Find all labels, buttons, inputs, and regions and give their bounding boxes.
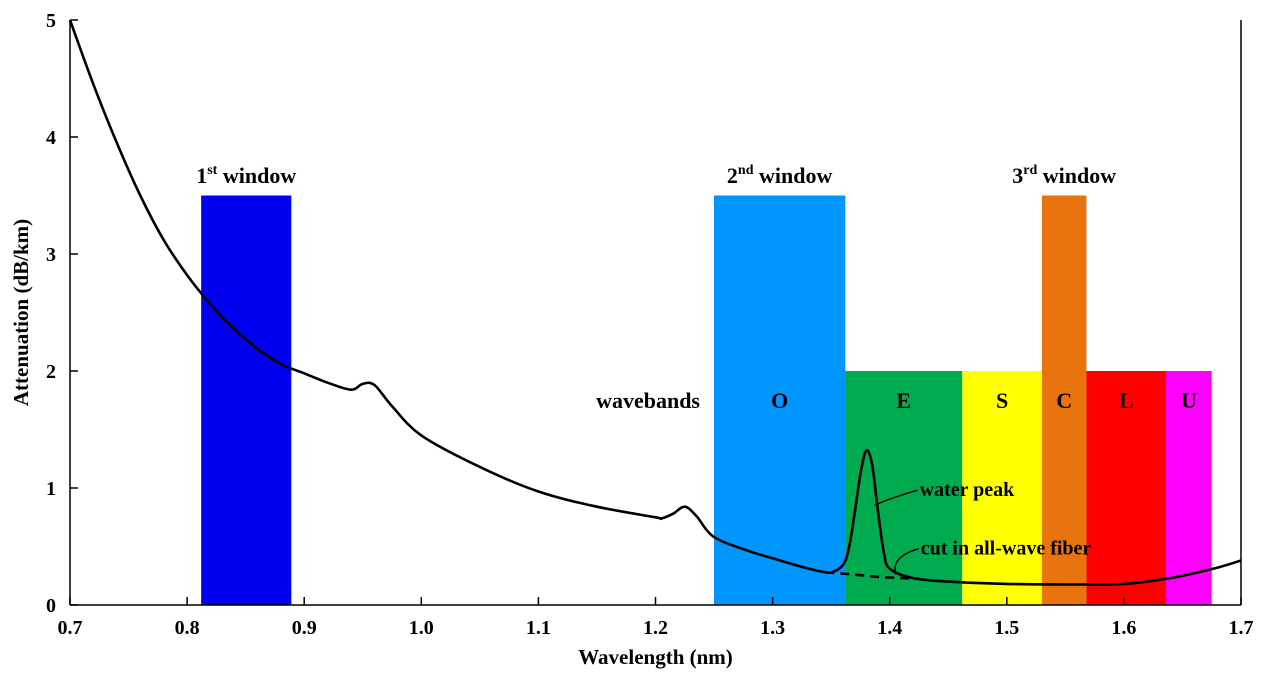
band-u-bar xyxy=(1166,371,1212,605)
y-tick-label: 4 xyxy=(46,127,56,149)
window-3-number: 3 xyxy=(1012,163,1023,188)
window-2-label: 2nd window xyxy=(727,163,833,188)
y-tick-label: 0 xyxy=(46,595,56,617)
x-tick-label: 1.7 xyxy=(1229,617,1254,639)
annotation-1-leader xyxy=(874,489,918,507)
annotation-1-label: water peak xyxy=(920,479,1015,501)
band-s-bar xyxy=(962,371,1042,605)
wavebands-label: wavebands xyxy=(596,388,700,413)
window-3-word: window xyxy=(1037,163,1116,188)
window-3-label: 3rd window xyxy=(1012,163,1116,188)
window-3-bar xyxy=(1041,195,1087,605)
window-2-bar xyxy=(714,195,846,605)
x-tick-label: 1.1 xyxy=(526,617,551,639)
window-1-bar xyxy=(201,195,292,605)
x-tick-label: 0.8 xyxy=(175,617,200,639)
band-l-label: L xyxy=(1119,388,1134,413)
annotation-2-label: cut in all-wave fiber xyxy=(921,538,1092,560)
window-2-suffix: nd xyxy=(738,163,754,178)
curve-layer xyxy=(68,19,1242,586)
x-tick-label: 1.6 xyxy=(1111,617,1136,639)
window-1-suffix: st xyxy=(207,163,217,178)
window-rects-layer xyxy=(201,195,1087,605)
x-tick-label: 1.3 xyxy=(760,617,785,639)
annotation-2-leader xyxy=(894,548,919,575)
window-2-number: 2 xyxy=(727,163,738,188)
band-l-bar xyxy=(1086,371,1167,605)
y-tick-label: 2 xyxy=(46,361,56,383)
y-tick-label: 1 xyxy=(46,478,56,500)
x-axis-title: Wavelength (nm) xyxy=(578,645,733,669)
window-1-number: 1 xyxy=(196,163,207,188)
window-1-word: window xyxy=(217,163,296,188)
y-tick-label: 3 xyxy=(46,244,56,266)
x-tick-label: 0.7 xyxy=(58,617,83,639)
x-tick-label: 1.5 xyxy=(994,617,1019,639)
x-tick-label: 0.9 xyxy=(292,617,317,639)
x-tick-label: 1.0 xyxy=(409,617,434,639)
band-e-label: E xyxy=(896,388,911,413)
y-axis-title: Attenuation (dB/km) xyxy=(9,219,33,406)
y-tick-label: 5 xyxy=(46,10,56,32)
band-o-label: O xyxy=(771,388,788,413)
window-1-label: 1st window xyxy=(196,163,296,188)
band-u-label: U xyxy=(1181,388,1197,413)
band-s-label: S xyxy=(996,388,1008,413)
all-wave-fiber-curve xyxy=(825,570,920,580)
axes-layer: 0.7 0.8 0.9 1.0 1.1 1.2 1.3 1.4 1.5 1.6 1.7 0 1 2 3 4 5 xyxy=(46,10,1254,639)
band-e-bar xyxy=(845,371,963,605)
band-c-label: C xyxy=(1056,388,1072,413)
attenuation-curve xyxy=(68,19,1242,586)
x-tick-label: 1.4 xyxy=(877,617,902,639)
x-tick-label: 1.2 xyxy=(643,617,668,639)
window-2-word: window xyxy=(753,163,832,188)
window-3-suffix: rd xyxy=(1023,163,1037,178)
